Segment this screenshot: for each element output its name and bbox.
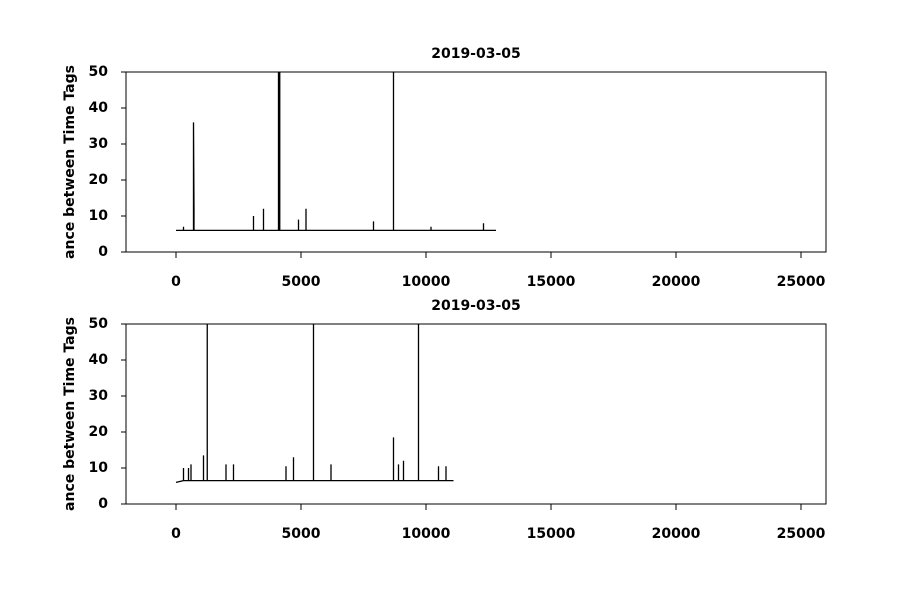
x-tick-label: 0 bbox=[171, 274, 181, 290]
x-tick-label: 10000 bbox=[402, 274, 451, 290]
x-tick-label: 20000 bbox=[652, 274, 701, 290]
subplot: 2019-03-05 ance between Time Tags 0 10 20 30 4… bbox=[62, 46, 827, 290]
y-axis-label: ance between Time Tags bbox=[62, 317, 78, 511]
x-tick-label: 15000 bbox=[527, 274, 576, 290]
x-tick-label: 25000 bbox=[777, 274, 826, 290]
x-tick-label: 10000 bbox=[402, 526, 451, 542]
y-tick-label: 10 bbox=[89, 208, 109, 224]
x-tick-label: 25000 bbox=[777, 526, 826, 542]
y-tick-label: 10 bbox=[89, 460, 109, 476]
plot-frame bbox=[125, 323, 827, 505]
y-tick-label: 20 bbox=[89, 424, 109, 440]
x-tick-label: 5000 bbox=[282, 526, 321, 542]
chart-title: 2019-03-05 bbox=[431, 298, 521, 314]
y-tick-label: 40 bbox=[89, 100, 109, 116]
plot-frame bbox=[125, 71, 827, 253]
x-tick-label: 5000 bbox=[282, 274, 321, 290]
y-tick-label: 30 bbox=[89, 136, 109, 152]
y-tick-label: 0 bbox=[98, 496, 108, 512]
data-line bbox=[175, 324, 454, 484]
data-line bbox=[176, 72, 496, 232]
x-tick-label: 0 bbox=[171, 526, 181, 542]
y-tick-label: 50 bbox=[89, 316, 109, 332]
y-tick-label: 50 bbox=[89, 64, 109, 80]
y-axis-label: ance between Time Tags bbox=[62, 65, 78, 259]
x-tick-label: 20000 bbox=[652, 526, 701, 542]
subplot: 2019-03-05 ance between Time Tags 0 10 20 30 4… bbox=[62, 298, 827, 542]
y-tick-label: 30 bbox=[89, 388, 109, 404]
y-tick-label: 20 bbox=[89, 172, 109, 188]
x-tick-label: 15000 bbox=[527, 526, 576, 542]
chart-title: 2019-03-05 bbox=[431, 46, 521, 62]
y-tick-label: 40 bbox=[89, 352, 109, 368]
y-tick-label: 0 bbox=[98, 244, 108, 260]
